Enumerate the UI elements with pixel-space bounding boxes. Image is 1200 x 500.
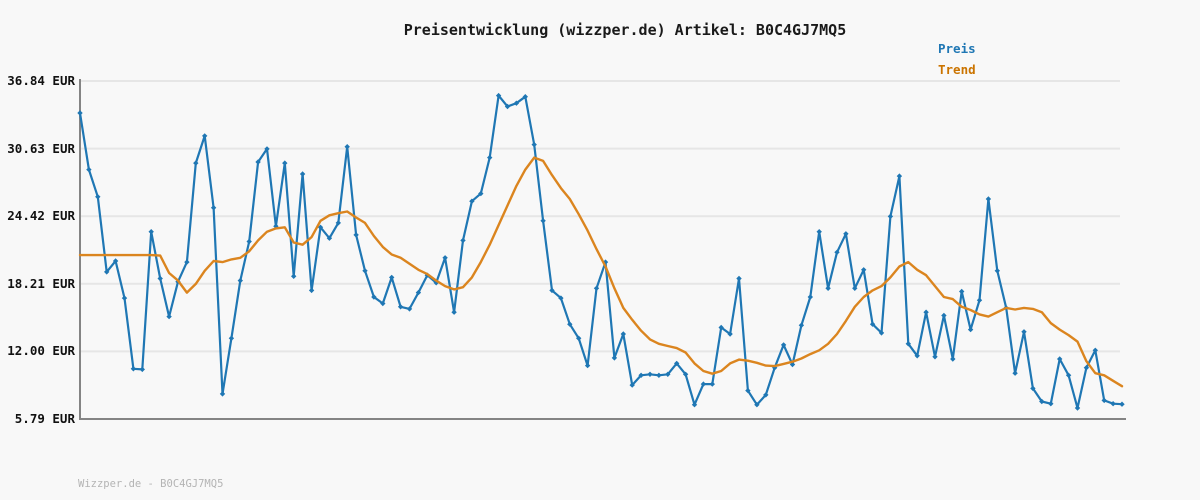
y-axis-label: 12.00 EUR [7, 343, 75, 359]
legend-item-trend: Trend [938, 62, 976, 77]
preis-line [78, 94, 1123, 410]
chart-title: Preisentwicklung (wizzper.de) Artikel: B… [403, 21, 847, 39]
y-axis-label: 18.21 EUR [7, 275, 75, 291]
preis-markers [77, 92, 1125, 411]
legend: Preis Trend [938, 38, 976, 80]
watermark: Wizzper.de - B0C4GJ7MQ5 [78, 478, 224, 490]
y-axis-label: 36.84 EUR [7, 73, 75, 88]
trend-line [78, 156, 1124, 388]
y-axis-label: 30.63 EUR [7, 140, 75, 156]
y-axis-label: 5.79 EUR [14, 411, 75, 426]
legend-item-preis: Preis [938, 41, 976, 56]
y-axis-label: 24.42 EUR [7, 208, 75, 224]
